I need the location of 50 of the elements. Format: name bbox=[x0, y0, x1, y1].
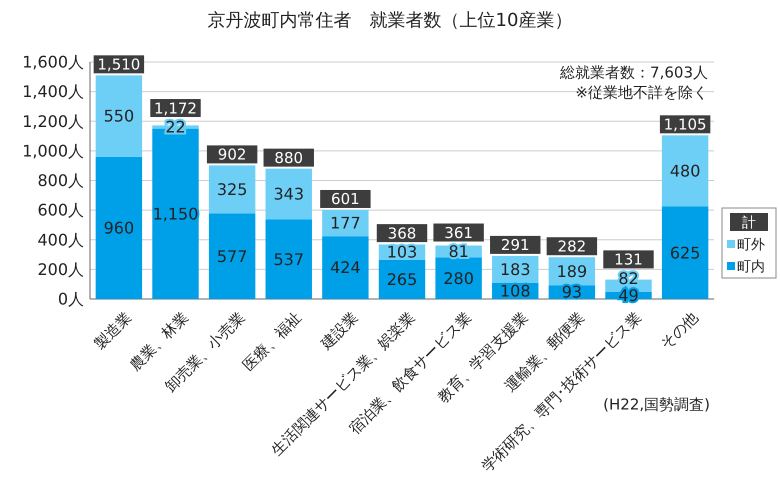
data-label: 183 bbox=[500, 260, 531, 280]
total-label: 282 bbox=[558, 237, 586, 256]
data-label: 960 bbox=[104, 218, 134, 238]
total-label: 291 bbox=[500, 236, 530, 254]
annotation: 総就業者数：7,603人 bbox=[559, 63, 708, 82]
total-label: 1,105 bbox=[664, 116, 707, 134]
chart-title: 京丹波町内常住者 就業者数（上位10産業） bbox=[208, 10, 572, 31]
legend-label: 町内 bbox=[737, 258, 765, 275]
data-label: 265 bbox=[386, 270, 418, 289]
total-label: 368 bbox=[388, 224, 416, 242]
y-tick-label: 200人 bbox=[37, 260, 84, 279]
legend-title: 計 bbox=[742, 214, 756, 231]
data-label: 424 bbox=[330, 258, 361, 278]
data-label: 280 bbox=[443, 268, 474, 288]
data-label: 108 bbox=[500, 282, 531, 301]
data-label: 1,150 bbox=[152, 204, 198, 224]
data-label: 177 bbox=[330, 214, 361, 233]
total-label: 601 bbox=[331, 190, 360, 208]
y-tick-label: 0人 bbox=[58, 290, 84, 309]
text: (H22,国勢調査) bbox=[603, 395, 710, 414]
total-label: 1,510 bbox=[97, 56, 140, 74]
data-label: 537 bbox=[273, 250, 304, 269]
data-label: 103 bbox=[386, 242, 418, 262]
y-tick-label: 1,000人 bbox=[22, 141, 84, 160]
x-tick-label: その他 bbox=[656, 308, 702, 354]
y-tick-label: 400人 bbox=[37, 230, 84, 250]
data-label: 625 bbox=[670, 243, 700, 262]
total-label: 902 bbox=[218, 146, 246, 164]
y-tick-label: 1,600人 bbox=[22, 52, 84, 72]
total-label: 880 bbox=[274, 148, 304, 167]
x-tick-label: 建設業 bbox=[316, 308, 362, 354]
y-tick-label: 800人 bbox=[37, 171, 84, 190]
data-label: 550 bbox=[104, 106, 134, 126]
x-tick-label: 製造業 bbox=[90, 308, 136, 354]
bar bbox=[96, 156, 142, 299]
y-tick-label: 1,400人 bbox=[22, 82, 84, 102]
data-label: 325 bbox=[216, 180, 248, 200]
data-label: 81 bbox=[448, 242, 469, 262]
total-label: 131 bbox=[614, 250, 643, 269]
legend-label: 町外 bbox=[737, 236, 765, 253]
total-label: 361 bbox=[444, 224, 473, 242]
data-label: 577 bbox=[216, 246, 248, 266]
data-label: 93 bbox=[562, 282, 582, 302]
y-tick-label: 600人 bbox=[37, 200, 84, 220]
data-label: 480 bbox=[670, 161, 700, 180]
total-label: 1,172 bbox=[154, 99, 197, 118]
y-tick-label: 1,200人 bbox=[22, 112, 84, 131]
data-label: 189 bbox=[556, 262, 588, 281]
annotation: ※従業地不詳を除く bbox=[575, 83, 708, 102]
data-label: 343 bbox=[273, 184, 304, 204]
